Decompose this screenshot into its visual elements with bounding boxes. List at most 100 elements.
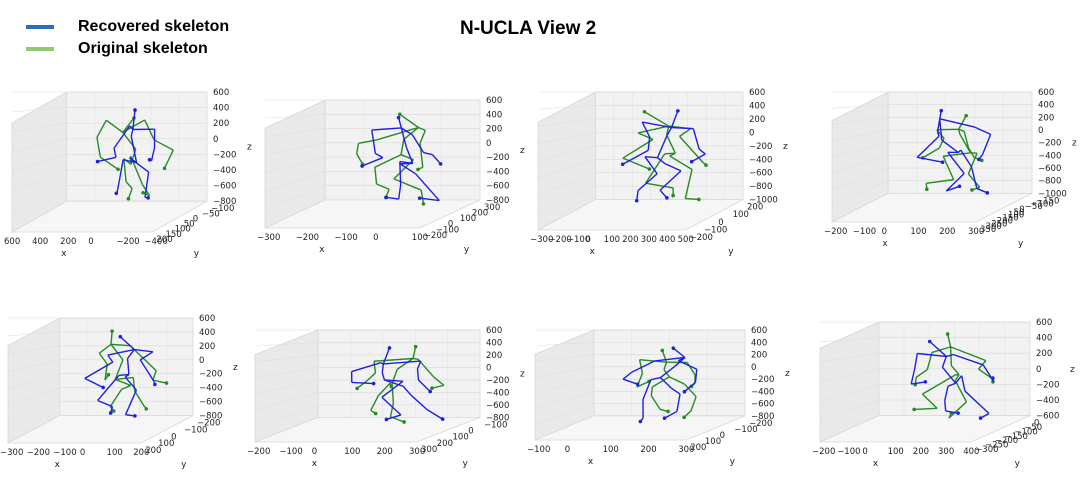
bone — [383, 360, 421, 365]
z-axis-label: z — [520, 370, 525, 380]
gridline — [534, 391, 594, 409]
bone — [431, 154, 442, 165]
gridline — [534, 366, 594, 378]
y-tick-label: 200 — [437, 439, 453, 449]
x-tick-label: −300 — [0, 448, 23, 458]
z-tick-label: −400 — [486, 388, 509, 398]
bone — [127, 349, 135, 359]
bone — [692, 128, 700, 150]
y-tick-label: 350 — [980, 225, 996, 235]
joint — [162, 166, 167, 171]
bone — [942, 155, 955, 180]
z-axis-label: z — [520, 146, 525, 156]
x-tick-label: 0 — [565, 445, 570, 455]
x-tick-label: 300 — [678, 445, 694, 455]
bone — [115, 376, 134, 381]
bone — [399, 161, 402, 186]
z-tick-label: 400 — [749, 101, 765, 111]
joint — [970, 188, 974, 192]
bone — [914, 407, 938, 411]
bone — [405, 147, 414, 164]
joint — [682, 389, 687, 394]
y-tick-label: 0 — [468, 427, 473, 437]
joint — [923, 380, 928, 384]
z-tick-label: 600 — [1038, 88, 1054, 98]
bone — [691, 153, 706, 163]
bone — [96, 119, 107, 138]
joint — [95, 159, 100, 164]
z-tick-label: −200 — [199, 370, 222, 380]
bone — [400, 162, 413, 165]
gridline — [831, 104, 889, 109]
bone — [690, 396, 697, 411]
joint — [384, 195, 389, 200]
x-tick-label: −200 — [116, 237, 139, 247]
bone — [396, 357, 414, 370]
gridline — [7, 345, 60, 354]
z-tick-label: −600 — [486, 401, 509, 411]
gridline — [11, 169, 67, 193]
recovered-skeleton — [620, 109, 706, 203]
x-tick-label: 400 — [659, 235, 675, 245]
joint — [665, 196, 669, 200]
joint — [144, 407, 149, 411]
x-tick-label: 200 — [939, 227, 955, 237]
gridline — [534, 342, 594, 346]
joint — [977, 157, 981, 162]
bone — [963, 131, 970, 149]
original-skeleton — [96, 116, 174, 201]
gridline — [819, 384, 879, 403]
z-tick-label: −600 — [751, 400, 774, 410]
z-tick-label: 0 — [751, 363, 756, 373]
bone — [685, 197, 699, 201]
gridline — [831, 117, 889, 125]
gridline — [254, 392, 319, 411]
joint — [398, 112, 402, 117]
joint — [396, 115, 401, 120]
bone — [129, 157, 150, 173]
bone — [129, 125, 134, 130]
bone — [948, 401, 967, 419]
x-tick-label: 200 — [640, 445, 656, 455]
bone — [944, 400, 947, 412]
bone — [370, 395, 379, 411]
bone — [698, 148, 706, 155]
z-tick-label: 400 — [1036, 334, 1052, 344]
bone — [943, 152, 971, 157]
y-tick-label: −100 — [1014, 427, 1037, 437]
z-tick-label: 400 — [486, 338, 502, 348]
z-tick-label: 400 — [751, 338, 767, 348]
x-tick-label: 100 — [910, 227, 926, 237]
z-tick-label: −400 — [213, 166, 236, 176]
recovered-skeleton — [95, 108, 156, 200]
gridline — [254, 379, 319, 395]
x-axis-label: x — [588, 457, 594, 467]
gridline — [11, 122, 67, 133]
bone — [114, 378, 131, 387]
bone — [639, 358, 667, 363]
bone — [683, 383, 697, 398]
gridline — [254, 342, 319, 347]
bone — [374, 154, 402, 168]
z-tick-label: 0 — [486, 363, 491, 373]
bone — [654, 356, 686, 362]
bone — [98, 343, 112, 354]
bone — [938, 137, 945, 149]
z-tick-label: 200 — [486, 125, 502, 135]
joint — [704, 163, 708, 167]
gridline — [534, 378, 594, 394]
bone — [981, 134, 992, 155]
bone — [381, 372, 386, 381]
chart-title: N-UCLA View 2 — [460, 18, 597, 39]
joint — [164, 381, 169, 385]
x-tick-label: −200 — [27, 448, 50, 458]
bone — [153, 139, 174, 151]
bone — [945, 172, 965, 192]
bone — [949, 346, 953, 366]
z-tick-label: 200 — [1036, 349, 1052, 359]
z-tick-label: −200 — [486, 153, 509, 163]
